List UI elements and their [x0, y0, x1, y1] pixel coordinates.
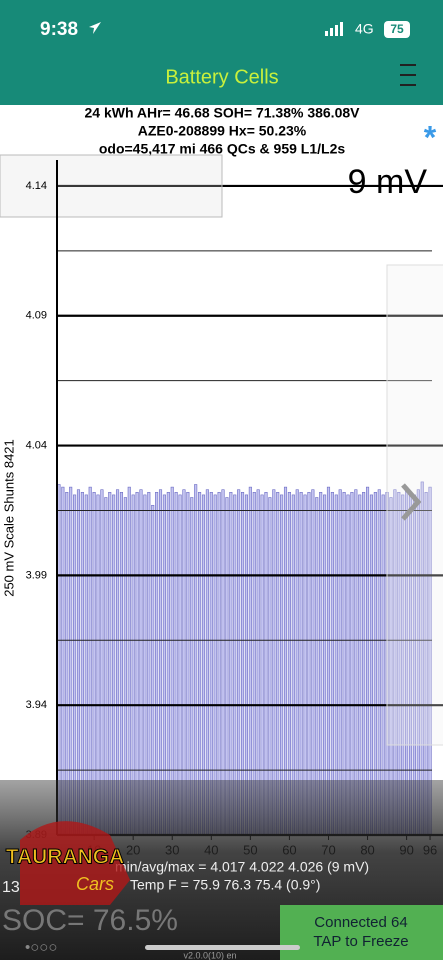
left-label: 13 [2, 879, 20, 896]
time: 9:38 [40, 19, 78, 40]
y-tick-label: 4.14 [26, 180, 47, 192]
version: v2.0.0(10) en [183, 950, 236, 960]
temps: Temp F = 75.9 76.3 75.4 (0.9°) [130, 877, 320, 893]
network: 4G [355, 21, 374, 37]
overlay-box [0, 154, 223, 218]
settings-asterisk[interactable]: * [424, 119, 437, 155]
button-text: TAP to Freeze [313, 933, 408, 950]
y-tick-label: 3.99 [26, 569, 47, 581]
freeze-button[interactable] [280, 905, 443, 960]
info-line: odo=45,417 mi 466 QCs & 959 L1/L2s [99, 141, 346, 157]
spread-label: 9 mV [348, 163, 428, 201]
page-dots: •○○○ [25, 939, 57, 956]
header-title: Battery Cells [165, 66, 278, 88]
info-line: AZE0-208899 Hx= 50.23% [138, 123, 307, 139]
y-tick-label: 3.94 [26, 699, 47, 711]
stats: min/avg/max = 4.017 4.022 4.026 (9 mV) [115, 859, 369, 875]
location-icon [89, 22, 101, 34]
y-axis-label: 250 mV Scale Shunts 8421 [1, 439, 16, 597]
logo-sub: Cars [76, 874, 114, 894]
top-bar [0, 0, 443, 105]
logo-text: TAURANGA [6, 846, 125, 869]
y-tick-label: 4.09 [26, 310, 47, 322]
menu-button[interactable] [400, 64, 416, 86]
info-line: 24 kWh AHr= 46.68 SOH= 71.38% 386.08V [85, 105, 361, 121]
soc: SOC= 76.5% [2, 904, 178, 937]
battery-icon [384, 21, 410, 38]
next-arrow[interactable] [401, 483, 422, 521]
home-indicator [145, 945, 300, 950]
signal-icon [325, 22, 343, 36]
logo: TAURANGA Cars [5, 821, 130, 905]
battery-level: 75 [390, 22, 404, 36]
y-tick-label: 4.04 [26, 439, 47, 451]
button-text: Connected 64 [314, 914, 407, 931]
